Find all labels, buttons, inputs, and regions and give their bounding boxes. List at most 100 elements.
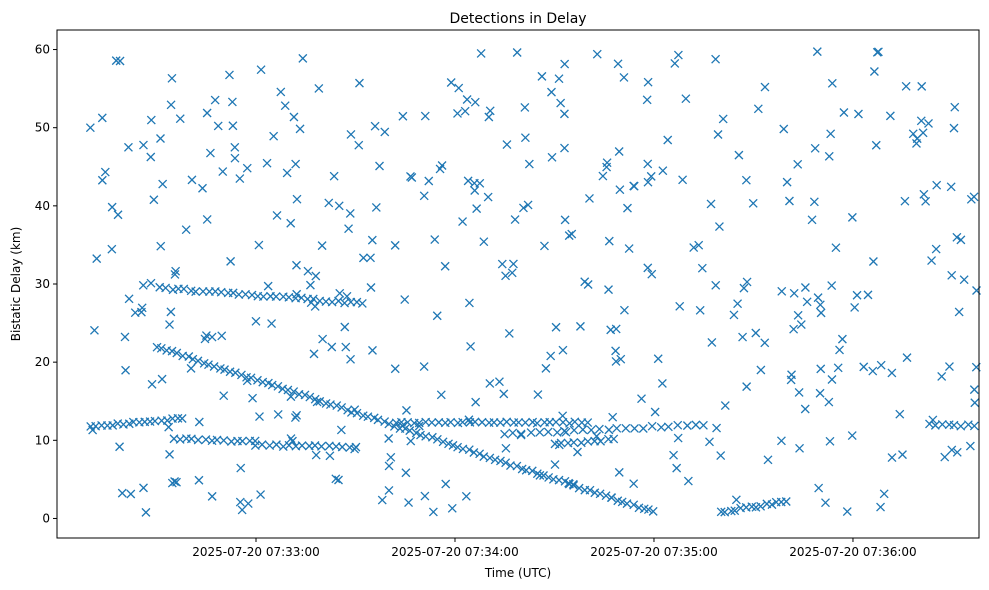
data-point bbox=[194, 475, 204, 485]
data-point bbox=[485, 453, 495, 463]
data-point bbox=[100, 167, 110, 177]
data-point bbox=[138, 280, 148, 290]
data-point bbox=[318, 334, 328, 344]
data-point bbox=[384, 486, 394, 495]
data-point bbox=[358, 253, 368, 263]
data-point bbox=[193, 356, 203, 366]
data-point bbox=[462, 95, 472, 104]
data-point bbox=[695, 305, 705, 315]
data-point bbox=[629, 181, 639, 191]
data-point bbox=[712, 423, 722, 433]
data-point bbox=[165, 449, 175, 459]
data-point bbox=[532, 418, 542, 428]
data-point bbox=[949, 123, 959, 133]
data-point bbox=[859, 362, 869, 372]
data-point bbox=[950, 102, 960, 112]
data-point bbox=[642, 95, 652, 105]
x-axis-label: Time (UTC) bbox=[484, 566, 551, 580]
data-point bbox=[793, 159, 803, 169]
data-point bbox=[514, 417, 524, 427]
data-point bbox=[156, 134, 165, 143]
data-point bbox=[377, 495, 387, 505]
data-point bbox=[647, 269, 657, 279]
data-point bbox=[615, 185, 625, 195]
data-point bbox=[559, 109, 569, 119]
data-point bbox=[384, 419, 394, 429]
data-point bbox=[853, 109, 863, 119]
data-point bbox=[512, 48, 522, 57]
data-point bbox=[92, 254, 102, 264]
data-point bbox=[97, 113, 107, 123]
data-point bbox=[738, 332, 748, 342]
data-point bbox=[371, 202, 381, 212]
data-point bbox=[220, 365, 229, 375]
y-tick-label: 20 bbox=[35, 355, 50, 369]
data-point bbox=[647, 421, 657, 431]
data-point bbox=[138, 140, 148, 150]
data-point bbox=[335, 288, 345, 298]
data-point bbox=[380, 127, 390, 137]
data-point bbox=[501, 458, 511, 468]
data-point bbox=[494, 377, 504, 387]
data-point bbox=[596, 436, 606, 446]
data-point bbox=[825, 436, 835, 446]
data-point bbox=[643, 159, 653, 169]
data-point bbox=[291, 159, 301, 169]
data-point bbox=[816, 308, 826, 318]
data-point bbox=[207, 332, 217, 342]
data-point bbox=[337, 442, 347, 452]
data-point bbox=[578, 425, 588, 435]
data-point bbox=[108, 420, 118, 430]
data-point bbox=[485, 378, 495, 388]
data-point bbox=[479, 237, 489, 247]
data-point bbox=[564, 478, 574, 488]
data-markers bbox=[85, 47, 981, 517]
data-point bbox=[800, 404, 810, 414]
data-point bbox=[575, 321, 585, 331]
data-point bbox=[812, 47, 822, 57]
data-point bbox=[917, 81, 927, 91]
data-point bbox=[520, 102, 530, 112]
data-point bbox=[698, 420, 708, 430]
data-point bbox=[405, 426, 415, 436]
data-point bbox=[251, 316, 261, 326]
data-point bbox=[165, 320, 174, 330]
data-point bbox=[337, 402, 347, 412]
x-tick-label: 2025-07-20 07:36:00 bbox=[789, 545, 916, 559]
data-point bbox=[546, 351, 556, 361]
data-point bbox=[604, 285, 613, 295]
data-point bbox=[833, 363, 843, 373]
data-point bbox=[554, 74, 564, 84]
data-point bbox=[269, 131, 279, 141]
data-point bbox=[147, 379, 157, 389]
data-point bbox=[466, 341, 476, 351]
data-point bbox=[508, 259, 518, 269]
data-point bbox=[928, 415, 938, 425]
data-point bbox=[711, 280, 721, 290]
data-point bbox=[483, 192, 493, 202]
data-point bbox=[619, 305, 629, 315]
data-point bbox=[303, 266, 313, 276]
data-point bbox=[327, 342, 337, 352]
data-point bbox=[184, 352, 194, 361]
data-point bbox=[286, 392, 296, 402]
data-point bbox=[401, 468, 411, 478]
data-point bbox=[341, 342, 351, 352]
data-point bbox=[527, 466, 537, 476]
data-point bbox=[898, 450, 907, 460]
data-point bbox=[207, 491, 217, 501]
data-point bbox=[263, 281, 273, 291]
data-point bbox=[646, 171, 656, 181]
data-point bbox=[612, 423, 622, 433]
data-point bbox=[312, 397, 322, 407]
data-point bbox=[166, 100, 176, 110]
data-point bbox=[117, 488, 127, 498]
data-point bbox=[729, 310, 739, 320]
data-point bbox=[716, 507, 726, 517]
x-axis-ticks: 2025-07-20 07:33:00 2025-07-20 07:34:00 20… bbox=[192, 538, 917, 559]
data-point bbox=[292, 194, 302, 204]
data-point bbox=[602, 158, 612, 168]
data-point bbox=[334, 296, 343, 306]
data-point bbox=[565, 418, 574, 428]
data-point bbox=[228, 288, 238, 298]
